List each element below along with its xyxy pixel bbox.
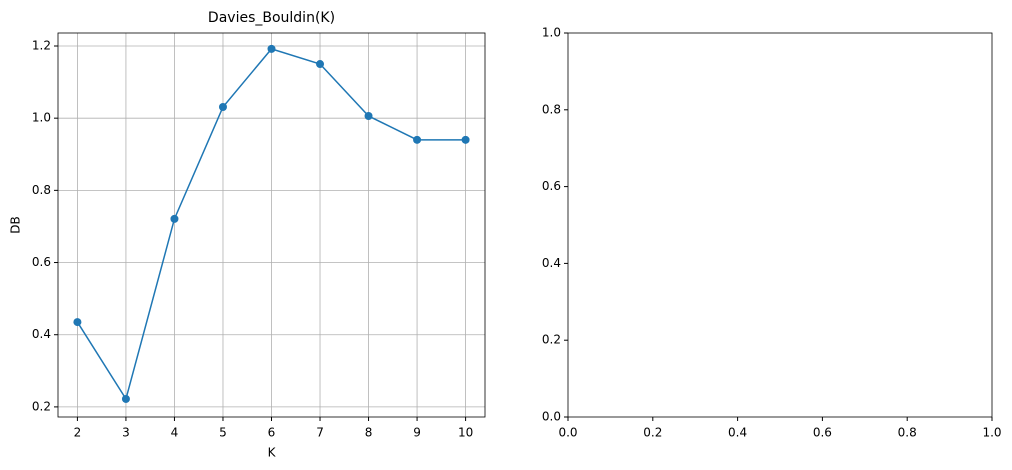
axes-frame bbox=[57, 32, 486, 418]
x-tick-label: 1.0 bbox=[982, 426, 1001, 440]
point bbox=[170, 214, 179, 223]
chart-title: Davies_Bouldin(K) bbox=[208, 10, 335, 26]
x-tick-label: 0.0 bbox=[558, 426, 577, 440]
y-tick-label: 0.6 bbox=[32, 255, 51, 269]
x-tick-label: 3 bbox=[122, 426, 130, 440]
x-tick-label: 0.8 bbox=[898, 426, 917, 440]
x-tick-label: 9 bbox=[413, 426, 421, 440]
y-tick-label: 0.2 bbox=[32, 399, 51, 413]
point bbox=[267, 44, 276, 53]
point bbox=[364, 112, 373, 121]
x-tick-label: 6 bbox=[268, 426, 276, 440]
x-tick-label: 0.4 bbox=[728, 426, 747, 440]
y-tick-label: 1.0 bbox=[542, 26, 561, 40]
x-tick-label: 4 bbox=[171, 426, 179, 440]
point bbox=[316, 60, 325, 69]
y-tick-label: 1.2 bbox=[32, 38, 51, 52]
x-tick-label: 5 bbox=[219, 426, 227, 440]
x-tick-label: 10 bbox=[458, 426, 473, 440]
x-axis-label: K bbox=[268, 446, 277, 460]
axes-frame bbox=[567, 32, 993, 418]
x-tick-label: 0.2 bbox=[643, 426, 662, 440]
point bbox=[73, 318, 82, 327]
y-tick-label: 0.4 bbox=[32, 327, 51, 341]
x-tick-label: 0.6 bbox=[813, 426, 832, 440]
point bbox=[218, 102, 227, 111]
y-tick-label: 0.8 bbox=[542, 102, 561, 116]
y-tick-label: 0.8 bbox=[32, 183, 51, 197]
point bbox=[461, 135, 470, 144]
y-tick-label: 0.0 bbox=[542, 410, 561, 424]
y-tick-label: 0.2 bbox=[542, 333, 561, 347]
y-tick-label: 0.4 bbox=[542, 256, 561, 270]
point bbox=[413, 135, 422, 144]
x-tick-label: 2 bbox=[74, 426, 82, 440]
point bbox=[121, 394, 130, 403]
y-axis-label: DB bbox=[9, 216, 23, 233]
y-tick-label: 1.0 bbox=[32, 111, 51, 125]
y-tick-label: 0.6 bbox=[542, 179, 561, 193]
x-tick-label: 8 bbox=[365, 426, 373, 440]
x-tick-label: 7 bbox=[316, 426, 324, 440]
